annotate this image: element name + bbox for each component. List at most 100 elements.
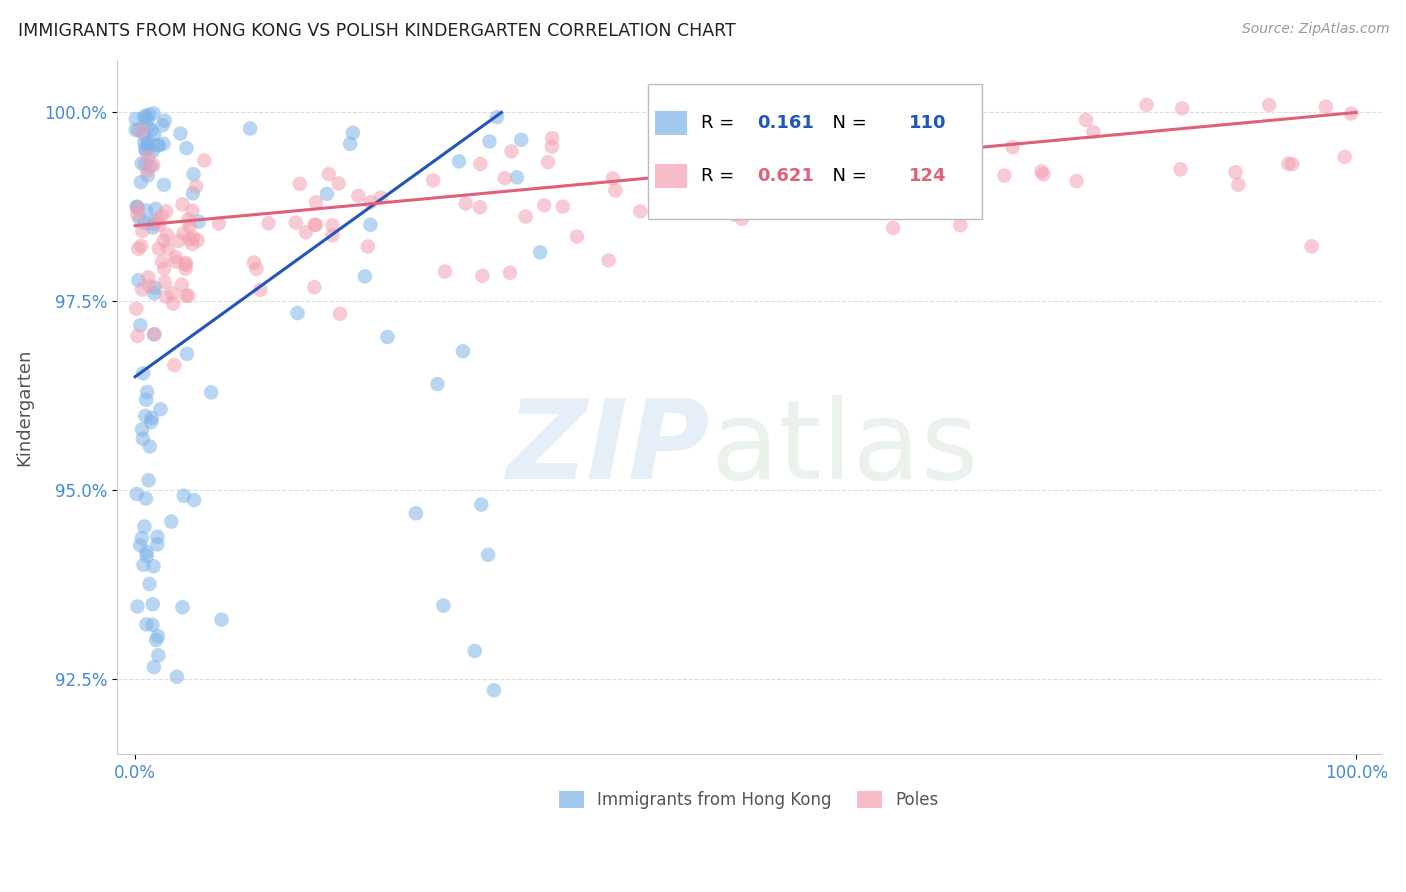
Point xyxy=(329,307,352,321)
Point xyxy=(142,220,165,235)
Point xyxy=(305,218,328,232)
Point xyxy=(146,138,169,153)
Point xyxy=(145,633,167,648)
Point xyxy=(1227,178,1250,192)
Point xyxy=(709,147,731,161)
Point xyxy=(125,200,148,214)
Text: N =: N = xyxy=(821,114,872,132)
Text: Source: ZipAtlas.com: Source: ZipAtlas.com xyxy=(1241,22,1389,37)
Y-axis label: Kindergarten: Kindergarten xyxy=(15,348,32,466)
Point xyxy=(605,184,627,198)
Point xyxy=(405,506,427,520)
Point xyxy=(134,519,156,533)
Point xyxy=(187,233,209,247)
Point xyxy=(127,273,149,287)
Point xyxy=(136,163,159,178)
Point xyxy=(129,318,152,333)
Point xyxy=(125,112,148,126)
Point xyxy=(135,144,157,158)
Point xyxy=(136,385,159,400)
Point xyxy=(131,123,153,137)
Text: 110: 110 xyxy=(910,114,946,132)
Point xyxy=(565,229,588,244)
Point xyxy=(148,242,170,256)
Point xyxy=(1281,157,1303,171)
Point xyxy=(132,111,155,125)
Point xyxy=(183,493,205,508)
Point xyxy=(1066,174,1088,188)
Point xyxy=(339,136,361,151)
Point xyxy=(676,141,699,155)
Point xyxy=(731,212,754,227)
Point xyxy=(510,133,533,147)
Point xyxy=(176,347,198,361)
Point xyxy=(155,204,177,219)
Point xyxy=(173,226,195,240)
Point xyxy=(135,617,157,632)
Point xyxy=(136,113,159,128)
Point xyxy=(471,268,494,283)
Point xyxy=(723,207,745,221)
Point xyxy=(150,254,173,268)
Point xyxy=(152,136,174,151)
Point xyxy=(541,131,564,145)
Point xyxy=(169,127,191,141)
Point xyxy=(501,145,523,159)
Point xyxy=(135,203,157,218)
Point xyxy=(142,559,165,574)
Text: 124: 124 xyxy=(910,167,946,185)
Point xyxy=(136,140,159,154)
Point xyxy=(146,629,169,643)
Point xyxy=(132,432,155,446)
Bar xyxy=(655,111,686,136)
Point xyxy=(136,137,159,152)
Point xyxy=(132,366,155,380)
Point xyxy=(305,195,328,210)
Point xyxy=(1301,239,1323,253)
Point xyxy=(515,210,537,224)
Point xyxy=(499,266,522,280)
Point xyxy=(166,670,188,684)
Point xyxy=(135,491,157,506)
Point xyxy=(628,204,651,219)
Legend: Immigrants from Hong Kong, Poles: Immigrants from Hong Kong, Poles xyxy=(553,784,945,815)
Point xyxy=(148,648,170,663)
Point xyxy=(177,289,200,303)
Point xyxy=(181,186,204,201)
Point xyxy=(153,178,176,192)
Point xyxy=(146,214,169,228)
Point xyxy=(803,186,825,201)
Point xyxy=(183,167,205,181)
Point xyxy=(125,487,148,501)
Point xyxy=(134,409,156,423)
Point xyxy=(529,245,551,260)
Point xyxy=(174,256,197,270)
Point xyxy=(127,123,149,137)
Point xyxy=(288,177,311,191)
Point xyxy=(200,385,222,400)
Point xyxy=(136,120,159,135)
Point xyxy=(321,219,343,233)
Point xyxy=(145,202,167,216)
Point xyxy=(360,195,382,210)
Text: atlas: atlas xyxy=(711,395,980,502)
Point xyxy=(131,531,153,545)
Point xyxy=(176,141,198,155)
Point xyxy=(167,234,190,248)
Point xyxy=(157,242,180,256)
Point xyxy=(347,188,370,202)
Point xyxy=(138,108,160,122)
Point xyxy=(127,208,149,222)
Point xyxy=(134,136,156,150)
Point xyxy=(125,200,148,214)
Text: R =: R = xyxy=(700,167,740,185)
Point xyxy=(177,212,200,227)
Point xyxy=(426,377,449,392)
FancyBboxPatch shape xyxy=(648,84,983,219)
Point xyxy=(464,644,486,658)
Point xyxy=(172,197,194,211)
Point xyxy=(135,392,157,407)
Point xyxy=(249,283,271,297)
Point xyxy=(139,159,162,173)
Point xyxy=(143,327,166,342)
